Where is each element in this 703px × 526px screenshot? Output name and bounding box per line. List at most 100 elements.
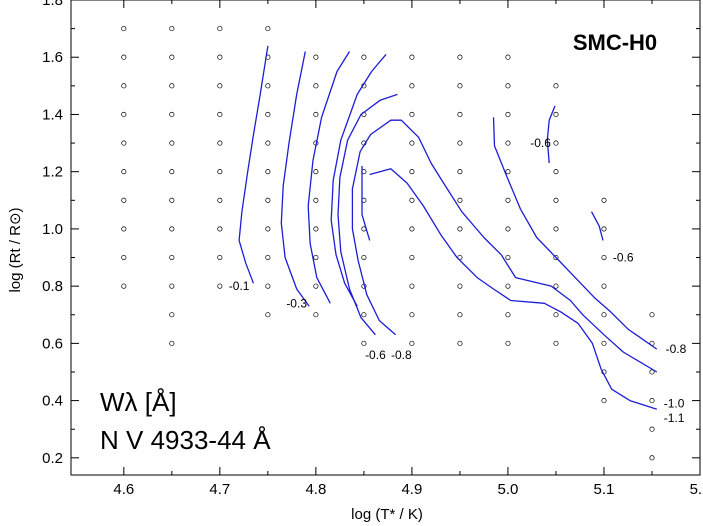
model-point [169, 226, 175, 232]
model-point [313, 169, 319, 175]
model-point [505, 111, 511, 118]
model-point [601, 226, 607, 232]
contour-label: -0.6 [530, 136, 551, 150]
plot-area [70, 0, 701, 476]
model-point [457, 283, 463, 289]
contour-line [361, 166, 371, 241]
contour-label: -0.8 [391, 348, 412, 362]
model-point [409, 197, 415, 203]
y-tick-label: 1.2 [42, 164, 63, 181]
model-point [361, 54, 367, 60]
model-point [169, 54, 175, 60]
x-axis-label: log (T* / K) [351, 506, 423, 523]
contour-line [280, 51, 310, 307]
model-point [217, 283, 223, 289]
x-tick-label: 5.1 [594, 481, 615, 498]
model-point [121, 226, 127, 232]
model-point [409, 83, 415, 89]
model-point [265, 283, 271, 289]
chart-title: SMC-H0 [573, 30, 657, 55]
model-point [217, 140, 223, 146]
model-point [505, 197, 511, 203]
x-tick-label: 4.8 [305, 481, 326, 498]
contour-line [369, 168, 657, 410]
model-point [313, 226, 319, 232]
y-tick-label: 0.4 [42, 393, 63, 410]
model-point [313, 111, 319, 118]
model-point [409, 283, 415, 289]
model-point [217, 26, 223, 32]
model-point [169, 312, 175, 318]
contour-label: -1.1 [664, 411, 685, 425]
model-point [457, 340, 463, 346]
model-point [553, 111, 559, 118]
model-point [121, 197, 127, 203]
y-tick-label: 1.6 [42, 49, 63, 66]
contour-line [238, 45, 269, 284]
contour-label: -0.6 [365, 348, 386, 362]
contour-label: -0.3 [286, 296, 307, 310]
model-point [121, 111, 127, 118]
model-point [313, 54, 319, 60]
contour-label: -0.6 [613, 251, 634, 265]
tick-labels: 4.6 4.7 4.8 4.9 5.0 5.1 5.2 0.2 0.4 0.6 0.8 1.0 1.2 1… [42, 0, 703, 498]
model-point [409, 54, 415, 60]
model-point [457, 83, 463, 89]
model-point [265, 26, 271, 32]
model-point [457, 111, 463, 118]
model-point [361, 254, 367, 261]
model-point [505, 140, 511, 146]
model-point [121, 254, 127, 261]
model-point [409, 254, 415, 261]
grid-model-points [121, 26, 655, 461]
model-point [553, 140, 559, 146]
model-point [121, 26, 127, 32]
model-point [601, 340, 607, 346]
model-point [505, 226, 511, 232]
model-point [649, 312, 655, 318]
contour-label: -1.0 [664, 396, 685, 410]
contour-lines [238, 45, 658, 410]
y-tick-label: 0.2 [42, 450, 63, 467]
y-axis-label: log (Rt / R⊙) [7, 207, 24, 292]
model-point [553, 197, 559, 203]
model-point [169, 26, 175, 32]
model-point [265, 197, 271, 203]
model-point [409, 169, 415, 175]
model-point [505, 83, 511, 89]
model-point [265, 312, 271, 318]
model-point [265, 140, 271, 146]
model-point [553, 312, 559, 318]
model-point [601, 312, 607, 318]
x-tick-label: 4.7 [209, 481, 230, 498]
plot-frame [70, 0, 701, 476]
contour-labels: -0.1 -0.3 -0.6 -0.8 -0.6 -0.6 -0.8 -1.0-1.1 [229, 136, 687, 425]
contour-line [492, 117, 658, 350]
model-point [505, 312, 511, 318]
model-point [169, 83, 175, 89]
model-point [553, 340, 559, 346]
model-point [217, 54, 223, 60]
model-point [121, 54, 127, 60]
model-point [169, 254, 175, 261]
model-point [505, 254, 511, 261]
contour-line [307, 51, 351, 304]
y-tick-label: 0.8 [42, 278, 63, 295]
model-point [121, 140, 127, 146]
model-point [601, 283, 607, 289]
contour-line [351, 119, 658, 373]
model-point [409, 340, 415, 346]
model-point [169, 340, 175, 346]
model-point [169, 283, 175, 289]
model-point [217, 226, 223, 232]
model-point [649, 426, 655, 432]
model-point [457, 312, 463, 318]
model-point [265, 169, 271, 175]
model-point [361, 340, 367, 346]
line-id-label: N V 4933-44 Å [100, 425, 271, 455]
model-point [505, 283, 511, 289]
quantity-label: Wλ [Å] [100, 387, 177, 417]
model-point [457, 226, 463, 232]
model-point [553, 169, 559, 175]
contour-line [590, 211, 604, 241]
